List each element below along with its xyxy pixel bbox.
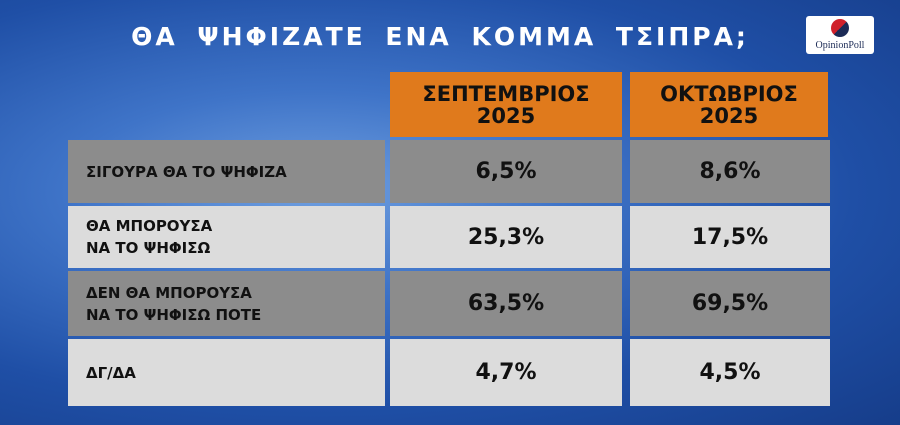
logo-icon [831,19,849,37]
cell-value: 63,5% [390,271,622,336]
logo: OpinionPoll [806,16,874,54]
title: ΘΑ ΨΗΦΙΖΑΤΕ ΕΝΑ ΚΟΜΜΑ ΤΣΙΠΡΑ; [131,22,749,51]
row-label: ΔΓ/ΔΑ [68,339,385,406]
cell-value: 4,7% [390,339,622,406]
logo-text: OpinionPoll [815,40,865,51]
cell-value: 6,5% [390,140,622,203]
row-label: ΘΑ ΜΠΟΡΟΥΣΑ ΝΑ ΤΟ ΨΗΦΙΣΩ [68,206,385,268]
cell-value: 25,3% [390,206,622,268]
cell-value: 17,5% [630,206,830,268]
cell-value: 69,5% [630,271,830,336]
row-label: ΔΕΝ ΘΑ ΜΠΟΡΟΥΣΑ ΝΑ ΤΟ ΨΗΦΙΣΩ ΠΟΤΕ [68,271,385,336]
cell-value: 8,6% [630,140,830,203]
column-header: ΣΕΠΤΕΜΒΡΙΟΣ 2025 [390,72,622,137]
cell-value: 4,5% [630,339,830,406]
row-label: ΣΙΓΟΥΡΑ ΘΑ ΤΟ ΨΗΦΙΖΑ [68,140,385,203]
column-header: ΟΚΤΩΒΡΙΟΣ 2025 [630,72,828,137]
